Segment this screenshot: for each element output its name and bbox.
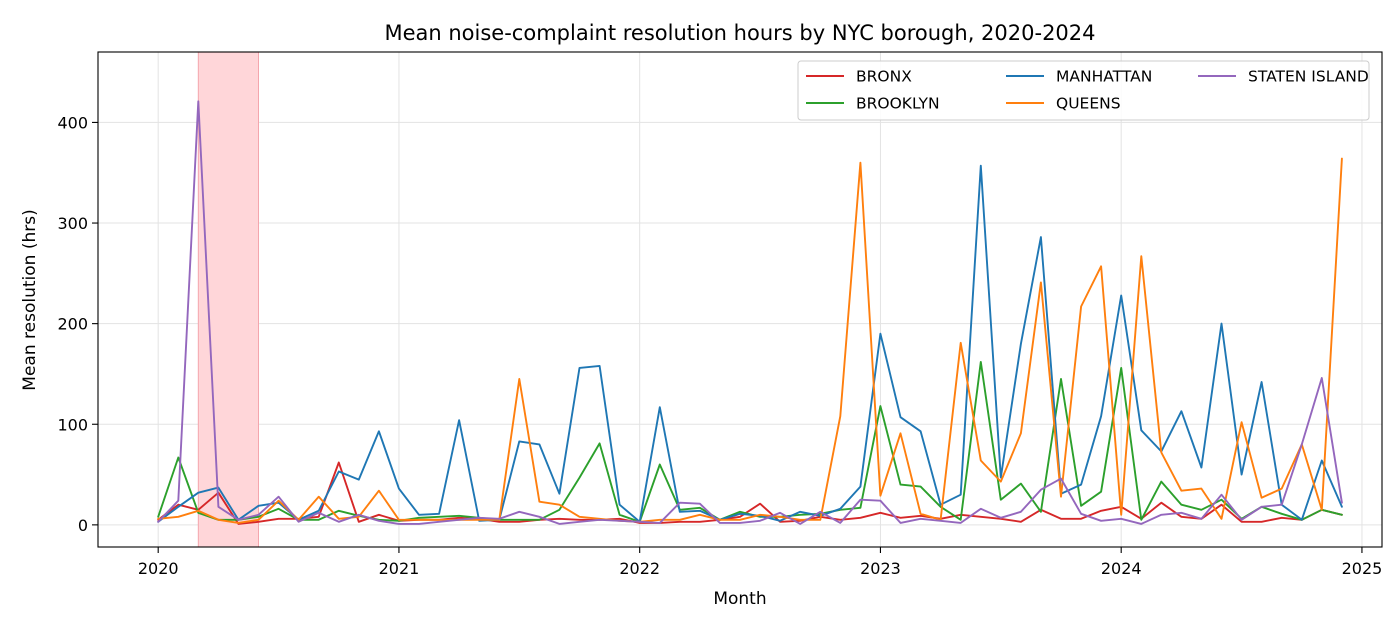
y-tick-label: 400 (57, 113, 88, 132)
series-line-manhattan (157, 164, 1343, 523)
x-axis-label: Month (713, 589, 766, 609)
series-line-staten-island (157, 100, 1343, 525)
series-layer (157, 100, 1343, 525)
legend-label-manhattan: MANHATTAN (1056, 68, 1152, 86)
legend-label-brooklyn: BROOKLYN (856, 95, 940, 113)
x-tick-label: 2020 (138, 559, 179, 578)
legend-label-staten-island: STATEN ISLAND (1248, 68, 1369, 86)
x-tick-label: 2024 (1101, 559, 1142, 578)
x-tick-label: 2022 (619, 559, 660, 578)
x-tick-label: 2025 (1342, 559, 1383, 578)
plot-frame (97, 51, 1383, 548)
legend: BRONX BROOKLYN MANHATTAN QUEENS STATEN ISLAN… (797, 60, 1370, 121)
series-line-queens (157, 157, 1343, 524)
chart-title: Mean noise-complaint resolution hours by… (384, 21, 1095, 45)
x-tick-label: 2021 (379, 559, 420, 578)
x-tick-label: 2023 (860, 559, 901, 578)
y-tick-label: 200 (57, 315, 88, 334)
series-line-bronx (157, 461, 1343, 525)
axis-ticks: 2020 2021 2022 2023 2024 2025 0 100 200 300 400 (57, 113, 1382, 578)
y-tick-label: 100 (57, 415, 88, 434)
legend-label-bronx: BRONX (856, 68, 912, 86)
gridlines (98, 52, 1382, 547)
y-tick-label: 0 (78, 516, 88, 535)
y-axis-label: Mean resolution (hrs) (20, 209, 40, 390)
legend-label-queens: QUEENS (1056, 95, 1121, 113)
y-tick-label: 300 (57, 214, 88, 233)
